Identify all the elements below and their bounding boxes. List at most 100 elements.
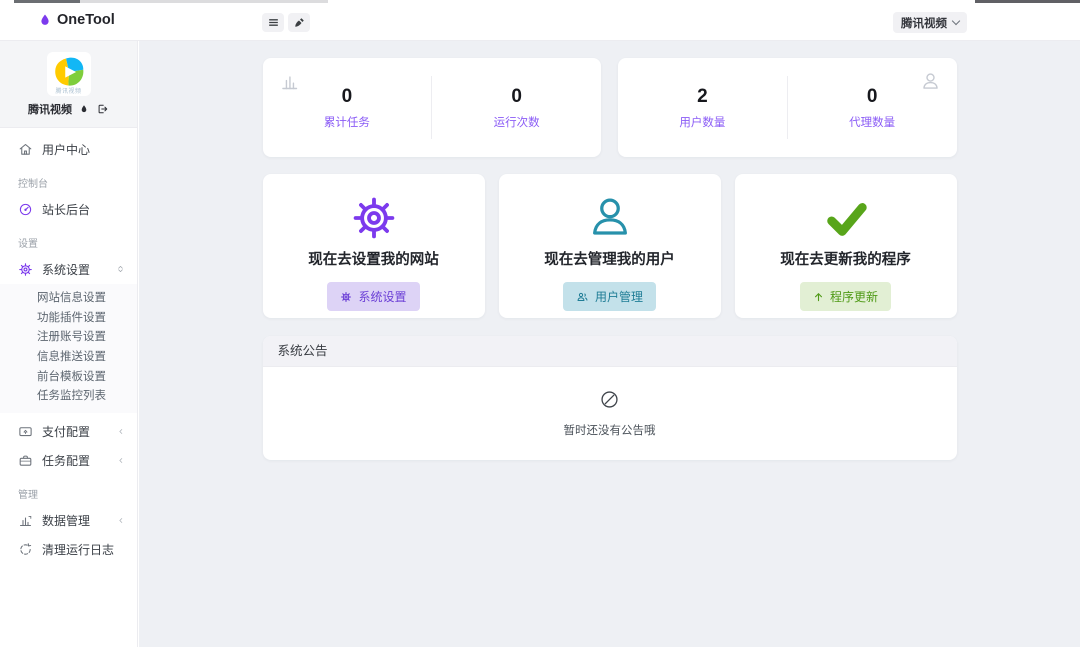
- workspace-label: 腾讯视频: [901, 17, 947, 30]
- sidebar: 腾讯视频 腾讯视频 用户中心 控制台: [0, 41, 138, 647]
- stat-label: 累计任务: [323, 116, 370, 129]
- workspace-select[interactable]: 腾讯视频: [893, 12, 967, 33]
- sidebar-item-admin-dashboard[interactable]: 站长后台: [0, 195, 137, 224]
- submenu-item-register[interactable]: 注册账号设置: [37, 331, 106, 344]
- hamburger-icon: [268, 19, 278, 26]
- button-label: 系统设置: [358, 290, 407, 304]
- chevron-expanded-icon: [116, 263, 125, 277]
- theme-button[interactable]: [288, 13, 310, 32]
- strip-seg: [975, 0, 1080, 3]
- action-title: 现在去设置我的网站: [308, 252, 439, 268]
- action-title: 现在去更新我的程序: [780, 252, 911, 268]
- sidebar-item-payment-config[interactable]: 支付配置: [0, 417, 137, 446]
- system-settings-submenu: 网站信息设置 功能插件设置 注册账号设置 信息推送设置 前台模板设置 任务监控列…: [0, 284, 137, 414]
- sidebar-item-clear-logs[interactable]: 清理运行日志: [0, 535, 137, 564]
- collapse-sidebar-button[interactable]: [262, 13, 284, 32]
- big-check-icon: [821, 192, 871, 244]
- stat-run-count: 0 运行次数: [432, 58, 601, 157]
- stat-agent-count: 0 代理数量: [788, 58, 957, 157]
- big-gear-icon: [351, 192, 397, 244]
- setup-site-card: 现在去设置我的网站 系统设置: [262, 174, 485, 318]
- gear-icon: [18, 262, 33, 277]
- submenu-item-task-monitor[interactable]: 任务监控列表: [37, 390, 106, 403]
- brush-icon: [295, 17, 304, 27]
- credit-card-icon: [18, 424, 33, 439]
- user-manage-button[interactable]: 用户管理: [562, 282, 656, 311]
- program-update-button[interactable]: 程序更新: [799, 282, 891, 311]
- tasks-stat-card: 0 累计任务 0 运行次数: [262, 58, 601, 157]
- divider: [431, 76, 433, 139]
- slash-circle-icon: [599, 389, 620, 415]
- tencent-video-logo-icon: [54, 57, 83, 86]
- sidebar-item-data-manage[interactable]: 数据管理: [0, 506, 137, 535]
- sidebar-item-label: 支付配置: [42, 425, 91, 440]
- action-title: 现在去管理我的用户: [544, 252, 675, 268]
- sidebar-item-label: 系统设置: [42, 263, 91, 277]
- brand-logo[interactable]: OneTool: [38, 12, 115, 28]
- stat-value: 0: [866, 85, 878, 107]
- sidebar-section-console: 控制台: [18, 179, 48, 190]
- strip-seg: [80, 0, 328, 3]
- sidebar-item-user-center[interactable]: 用户中心: [0, 135, 137, 164]
- empty-text: 暂时还没有公告哦: [563, 425, 656, 437]
- stat-user-count: 2 用户数量: [618, 58, 787, 157]
- submenu-item-plugins[interactable]: 功能插件设置: [37, 311, 106, 324]
- stat-label: 代理数量: [849, 116, 896, 129]
- sidebar-item-label: 任务配置: [42, 454, 91, 469]
- divider: [786, 76, 788, 139]
- sidebar-item-system-settings[interactable]: 系统设置: [0, 255, 137, 284]
- bar-chart-icon: [18, 513, 33, 528]
- submenu-item-push[interactable]: 信息推送设置: [37, 351, 106, 364]
- chevron-left-icon: [117, 516, 125, 525]
- avatar-watermark: 腾讯视频: [55, 88, 82, 95]
- button-label: 用户管理: [594, 290, 643, 304]
- stat-total-tasks: 0 累计任务: [263, 58, 432, 157]
- arrow-up-icon: [814, 292, 823, 301]
- big-user-icon: [587, 192, 633, 244]
- brand-name: OneTool: [57, 12, 115, 28]
- stat-value: 2: [697, 85, 708, 107]
- chevron-down-icon: [951, 16, 961, 26]
- stats-row: 0 累计任务 0 运行次数 2 用户数量: [262, 58, 957, 157]
- sidebar-section-manage: 管理: [18, 490, 38, 502]
- browser-edge-strip: [0, 0, 1080, 3]
- button-label: 程序更新: [829, 290, 878, 304]
- announcement-title: 系统公告: [262, 336, 957, 367]
- sidebar-nav: 用户中心 控制台 站长后台 设置 系统设置: [0, 128, 137, 564]
- actions-row: 现在去设置我的网站 系统设置 现在去管理我的用户: [262, 174, 957, 318]
- sidebar-item-label: 数据管理: [42, 514, 91, 529]
- logout-icon[interactable]: [96, 103, 109, 115]
- sidebar-item-task-config[interactable]: 任务配置: [0, 446, 137, 475]
- droplet-icon: [41, 14, 49, 25]
- chevron-left-icon: [117, 456, 125, 465]
- announcement-empty-state: 暂时还没有公告哦: [263, 367, 957, 460]
- gauge-icon: [18, 202, 33, 217]
- stat-value: 0: [341, 85, 353, 107]
- sidebar-item-label: 站长后台: [42, 203, 91, 217]
- briefcase-icon: [18, 453, 33, 468]
- stat-value: 0: [511, 85, 522, 107]
- top-bar: OneTool 腾讯视频: [0, 3, 1080, 41]
- stat-label: 用户数量: [679, 116, 726, 129]
- theme-drop-icon[interactable]: [79, 103, 89, 115]
- manage-users-card: 现在去管理我的用户 用户管理: [498, 174, 721, 318]
- sidebar-profile: 腾讯视频 腾讯视频: [0, 41, 137, 128]
- sidebar-item-label: 清理运行日志: [42, 543, 115, 558]
- submenu-item-template[interactable]: 前台模板设置: [37, 370, 106, 383]
- chevron-left-icon: [117, 427, 125, 436]
- announcement-card: 系统公告 暂时还没有公告哦: [262, 336, 957, 460]
- users-stat-card: 2 用户数量 0 代理数量: [618, 58, 957, 157]
- gear-icon: [341, 291, 352, 302]
- refresh-icon: [18, 542, 33, 557]
- user-corner-icon: [920, 71, 941, 97]
- strip-seg: [14, 0, 80, 3]
- chart-corner-icon: [279, 71, 300, 97]
- avatar[interactable]: 腾讯视频: [46, 52, 91, 96]
- submenu-item-site-info[interactable]: 网站信息设置: [37, 292, 106, 304]
- users-icon: [577, 292, 588, 301]
- stat-label: 运行次数: [493, 116, 540, 129]
- update-program-card: 现在去更新我的程序 程序更新: [734, 174, 957, 318]
- system-settings-button[interactable]: 系统设置: [327, 282, 420, 311]
- main-area: 0 累计任务 0 运行次数 2 用户数量: [139, 41, 1080, 647]
- profile-name: 腾讯视频: [28, 104, 72, 116]
